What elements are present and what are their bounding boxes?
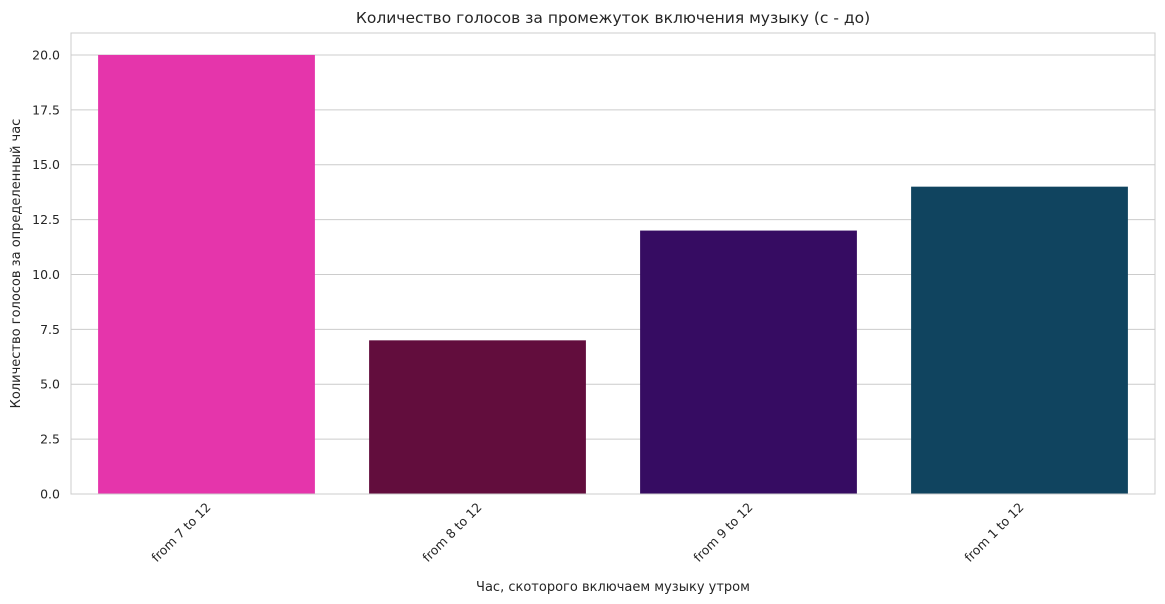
y-tick-labels: 0.0 2.5 5.0 7.5 10.0 12.5 15.0 17.5 20.0 [32, 47, 60, 501]
bar [369, 340, 586, 494]
y-axis-title: Количество голосов за определенный час [9, 119, 24, 409]
chart-title: Количество голосов за промежуток включен… [356, 9, 870, 27]
x-tick-labels: from 7 to 12 from 8 to 12 from 9 to 12 from… [148, 500, 1026, 565]
bar [640, 230, 857, 495]
x-tick-label: from 8 to 12 [419, 500, 484, 565]
y-tick-label: 5.0 [40, 377, 60, 392]
y-tick-label: 0.0 [40, 487, 60, 502]
y-tick-label: 7.5 [40, 322, 60, 337]
bars [98, 54, 1128, 495]
bar [98, 54, 315, 494]
axes-frame [70, 32, 1156, 495]
y-tick-label: 10.0 [32, 267, 60, 282]
x-tick-label: from 7 to 12 [148, 500, 213, 565]
y-tick-label: 12.5 [32, 212, 60, 227]
y-tick-label: 15.0 [32, 157, 60, 172]
bar [911, 186, 1128, 494]
y-tick-label: 17.5 [32, 102, 60, 117]
x-tick-label: from 1 to 12 [961, 500, 1026, 565]
x-axis-title: Час, скоторого включаем музыку утром [476, 580, 750, 595]
x-tick-label: from 9 to 12 [690, 500, 755, 565]
y-tick-label: 20.0 [32, 47, 60, 62]
y-tick-label: 2.5 [40, 432, 60, 447]
